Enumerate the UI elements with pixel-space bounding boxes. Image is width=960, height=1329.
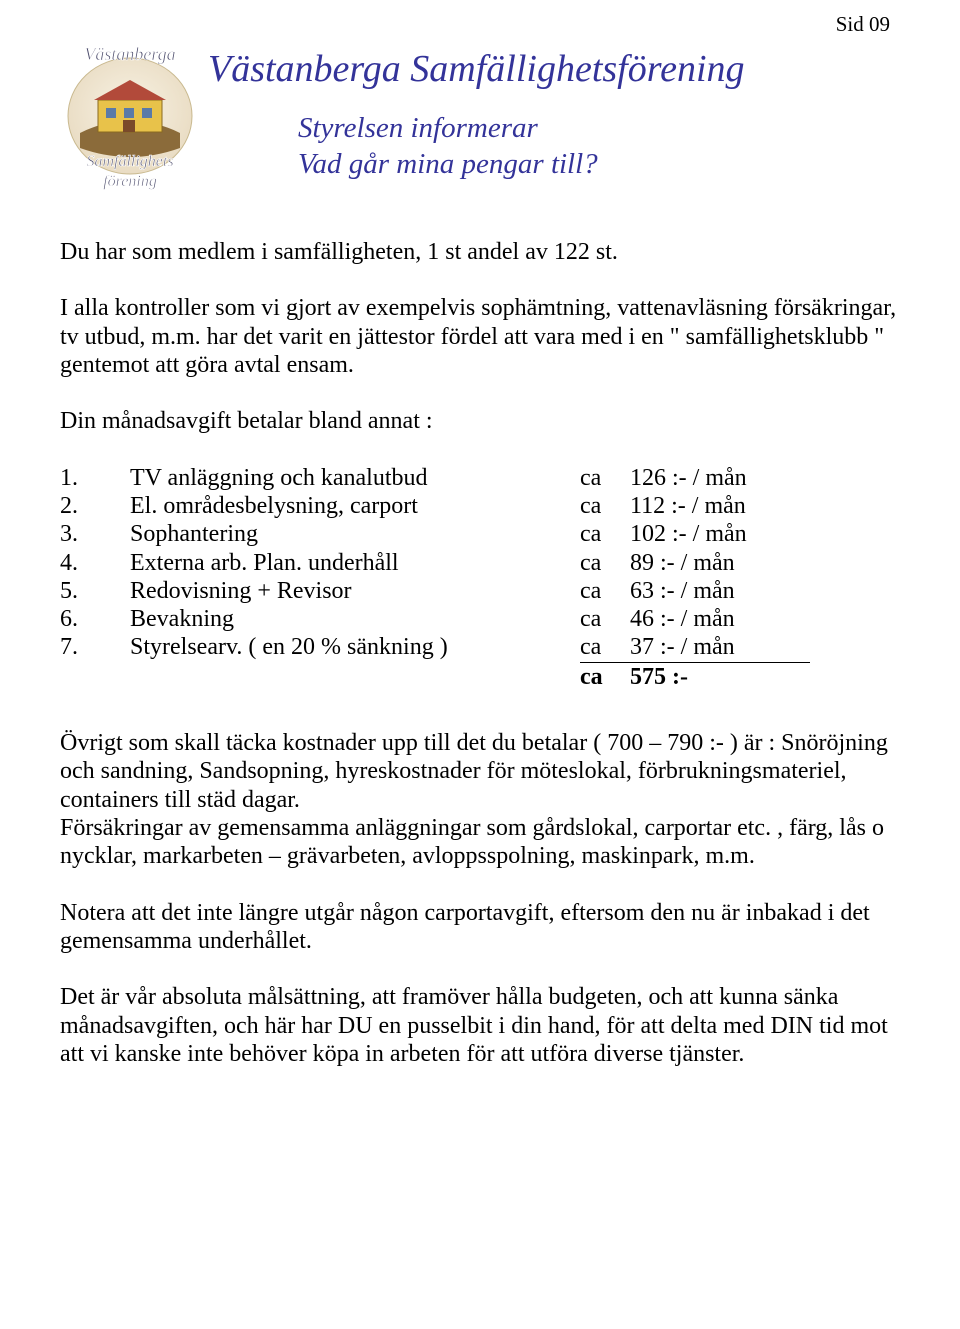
subtitle-line-2: Vad går mina pengar till? [298, 146, 745, 182]
fee-row-number: 5. [60, 577, 130, 605]
fee-row-number: 2. [60, 492, 130, 520]
fee-row-ca: ca [580, 520, 630, 548]
fee-row-ca: ca [580, 492, 630, 520]
fee-row-number: 4. [60, 549, 130, 577]
fee-row-desc: El. områdesbelysning, carport [130, 492, 580, 520]
closing-paragraph-4: Det är vår absoluta målsättning, att fra… [60, 983, 900, 1068]
document-page: Sid 09 Västanberga Samfällighe [0, 0, 960, 1329]
fee-total-row: ca575 :- [60, 662, 810, 691]
fee-row: 1.TV anläggning och kanalutbudca126 :- /… [60, 464, 810, 492]
logo-text-bot: förening [103, 173, 157, 190]
fee-table: 1.TV anläggning och kanalutbudca126 :- /… [60, 464, 810, 692]
fee-row-desc: Externa arb. Plan. underhåll [130, 549, 580, 577]
fee-row: 3.Sophanteringca102 :- / mån [60, 520, 810, 548]
intro-paragraph-3: Din månadsavgift betalar bland annat : [60, 407, 900, 435]
title-block: Västanberga Samfällighetsförening Styrel… [200, 38, 745, 182]
fee-row-value: 89 :- / mån [630, 549, 810, 577]
fee-row-desc: Sophantering [130, 520, 580, 548]
fee-row-value: 126 :- / mån [630, 464, 810, 492]
intro-paragraph-2: I alla kontroller som vi gjort av exempe… [60, 294, 900, 379]
fee-total-value: 575 :- [630, 662, 810, 691]
fee-row-ca: ca [580, 549, 630, 577]
page-subtitle: Styrelsen informerar Vad går mina pengar… [298, 110, 745, 183]
fee-row-value: 112 :- / mån [630, 492, 810, 520]
fee-row: 6.Bevakningca46 :- / mån [60, 605, 810, 633]
fee-row: 5.Redovisning + Revisorca63 :- / mån [60, 577, 810, 605]
fee-row-desc: TV anläggning och kanalutbud [130, 464, 580, 492]
fee-total-ca: ca [580, 662, 630, 691]
page-number: Sid 09 [836, 12, 890, 37]
page-title: Västanberga Samfällighetsförening [208, 48, 745, 92]
fee-row-value: 63 :- / mån [630, 577, 810, 605]
intro-paragraph-1: Du har som medlem i samfälligheten, 1 st… [60, 238, 900, 266]
fee-row: 2.El. områdesbelysning, carportca112 :- … [60, 492, 810, 520]
closing-paragraph-3: Notera att det inte längre utgår någon c… [60, 899, 900, 956]
subtitle-line-1: Styrelsen informerar [298, 110, 745, 146]
fee-row: 7.Styrelsearv. ( en 20 % sänkning )ca37 … [60, 633, 810, 662]
logo: Västanberga Samfällighets förening [60, 38, 200, 198]
fee-row-ca: ca [580, 633, 630, 662]
logo-text-top: Västanberga [84, 44, 175, 64]
closing-paragraph-2: Försäkringar av gemensamma anläggningar … [60, 814, 900, 871]
fee-row-value: 102 :- / mån [630, 520, 810, 548]
closing-paragraphs: Övrigt som skall täcka kostnader upp til… [60, 729, 900, 1068]
fee-row-ca: ca [580, 577, 630, 605]
fee-row-number: 3. [60, 520, 130, 548]
fee-row-desc: Styrelsearv. ( en 20 % sänkning ) [130, 633, 580, 662]
header-row: Västanberga Samfällighets förening Västa… [60, 38, 900, 198]
fee-row-ca: ca [580, 605, 630, 633]
fee-row-value: 37 :- / mån [630, 633, 810, 662]
fee-row-value: 46 :- / mån [630, 605, 810, 633]
fee-row-ca: ca [580, 464, 630, 492]
fee-row-desc: Redovisning + Revisor [130, 577, 580, 605]
body-text: Du har som medlem i samfälligheten, 1 st… [60, 238, 900, 1068]
fee-row-number: 6. [60, 605, 130, 633]
logo-text-mid: Samfällighets [86, 153, 173, 170]
fee-row: 4.Externa arb. Plan. underhållca89 :- / … [60, 549, 810, 577]
fee-row-number: 7. [60, 633, 130, 662]
logo-icon: Västanberga Samfällighets förening [60, 38, 200, 193]
fee-row-desc: Bevakning [130, 605, 580, 633]
fee-row-number: 1. [60, 464, 130, 492]
closing-paragraph-1: Övrigt som skall täcka kostnader upp til… [60, 729, 900, 814]
